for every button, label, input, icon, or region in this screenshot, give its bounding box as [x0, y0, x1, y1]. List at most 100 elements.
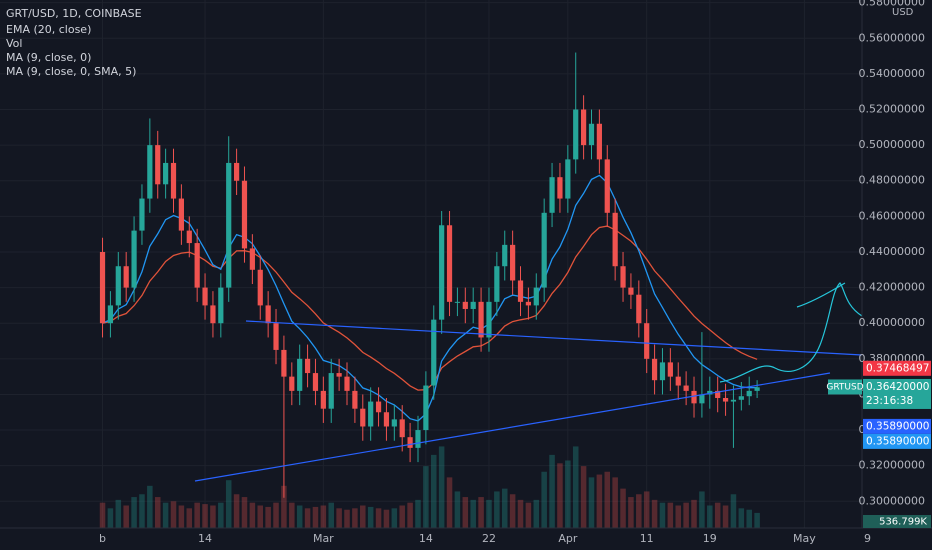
legend-entry: MA (9, close, 0): [6, 51, 91, 64]
volume-bar: [186, 508, 193, 528]
volume-bar: [438, 446, 445, 528]
volume-bar: [233, 494, 240, 528]
volume-bar: [572, 446, 579, 528]
candle-body: [147, 145, 153, 199]
y-tick-label: 0.30000000: [859, 494, 925, 507]
candle-body: [407, 437, 413, 448]
candle-body: [391, 419, 397, 427]
volume-bar: [738, 508, 745, 528]
candle-body: [383, 412, 390, 427]
volume-bar: [178, 505, 185, 528]
volume-bar: [281, 485, 287, 528]
volume-bar: [659, 502, 666, 528]
volume-bar: [730, 494, 737, 528]
x-tick-label: 11: [640, 532, 654, 545]
y-tick-label: 0.52000000: [859, 103, 925, 116]
candle-body: [565, 159, 571, 199]
y-tick-label: 0.32000000: [859, 459, 925, 472]
volume-bar: [722, 505, 729, 528]
volume-bar: [565, 460, 571, 528]
x-tick-label: b: [99, 532, 106, 545]
candle-body: [517, 280, 524, 302]
volume-bar: [162, 502, 169, 528]
volume-bar: [194, 502, 200, 528]
x-tick-label: 14: [198, 532, 212, 545]
volume-bar: [501, 488, 508, 528]
volume-bar: [344, 509, 350, 528]
volume-bar: [352, 508, 358, 528]
candle-body: [186, 230, 192, 244]
x-tick-label: 14: [419, 532, 433, 545]
volume-bar: [462, 497, 469, 528]
candle-body: [320, 390, 326, 409]
candle-body: [360, 408, 366, 427]
candle-body: [297, 358, 303, 391]
y-tick-label: 0.50000000: [859, 138, 925, 151]
price-marker: [863, 433, 931, 449]
candle-body: [115, 266, 121, 306]
volume-bar: [446, 477, 453, 528]
candle-body: [218, 287, 224, 324]
volume-bar: [367, 506, 374, 528]
volume-bar: [620, 488, 626, 528]
candle-body: [525, 301, 532, 306]
axis-layer: 0.300000000.320000000.340000000.36000000…: [99, 0, 931, 545]
candle-body: [281, 349, 287, 377]
candle-body: [375, 401, 382, 413]
volume-bar: [241, 497, 248, 528]
candle-body: [202, 287, 208, 306]
volume-bar: [651, 499, 658, 528]
volume-bar: [746, 509, 752, 528]
volume-bar: [525, 502, 532, 528]
candle-body: [344, 376, 350, 391]
legend-entry: Vol: [6, 37, 22, 50]
candle-body: [415, 430, 421, 448]
volume-marker-label: 536.799K: [879, 517, 927, 528]
volume-bar: [596, 474, 603, 528]
candle-body: [683, 385, 689, 391]
candle-body: [651, 358, 658, 381]
volume-bar: [249, 502, 256, 528]
price-marker: [863, 360, 931, 376]
volume-bar: [131, 497, 137, 528]
candle-body: [667, 362, 673, 377]
volume-bar: [541, 471, 547, 528]
volume-bar: [643, 491, 650, 528]
x-tick-label: Mar: [313, 532, 334, 545]
candle-body: [620, 266, 626, 288]
candle-body: [746, 390, 752, 397]
volume-bar: [273, 502, 279, 528]
volume-bar: [202, 504, 208, 528]
volume-bar: [628, 497, 634, 528]
y-tick-label: 0.48000000: [859, 174, 925, 187]
volume-bar: [123, 505, 129, 528]
candle-body: [502, 244, 508, 267]
candle-body: [123, 266, 129, 288]
price-marker-label: 0.35890000: [866, 420, 929, 432]
volume-bar: [328, 502, 334, 528]
candle-body: [581, 109, 587, 146]
candle-body: [675, 376, 681, 386]
legend-entry: EMA (20, close): [6, 23, 91, 36]
candle-body: [699, 394, 705, 404]
candle-body: [470, 301, 476, 309]
candle-body: [249, 248, 255, 270]
candle-body: [644, 323, 650, 359]
y-tick-label: 0.42000000: [859, 281, 925, 294]
candle-layer: [99, 52, 760, 498]
candle-body: [628, 287, 634, 295]
volume-bar: [478, 497, 484, 528]
candle-body: [99, 251, 106, 324]
volume-bar: [675, 505, 682, 528]
volume-bar: [154, 497, 161, 528]
price-marker-label: 0.37468497: [866, 362, 929, 374]
volume-bar: [691, 499, 697, 528]
volume-bar: [289, 502, 295, 528]
candle-body: [612, 212, 618, 267]
candle-body: [486, 301, 492, 338]
candle-body: [312, 373, 319, 391]
volume-bar: [707, 505, 713, 528]
volume-bar: [714, 502, 721, 528]
volume-bar: [336, 508, 342, 528]
